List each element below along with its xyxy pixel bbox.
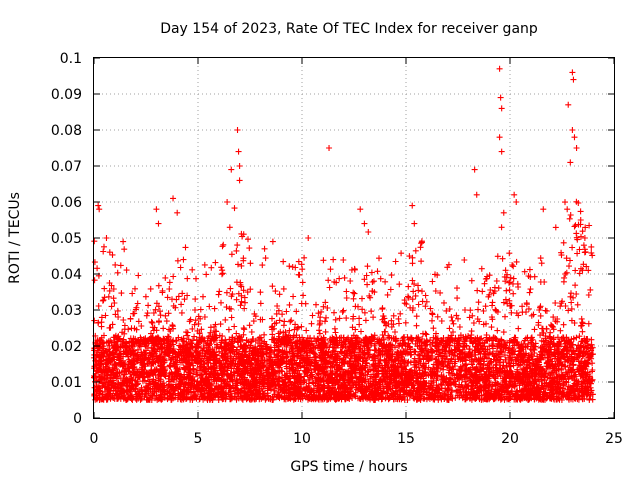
y-tick-label: 0.03 bbox=[51, 303, 82, 319]
data-point bbox=[103, 235, 110, 241]
axis-ticks bbox=[93, 57, 615, 419]
data-point bbox=[409, 202, 416, 209]
y-tick-label: 0.07 bbox=[51, 159, 82, 175]
plot-frame bbox=[93, 57, 615, 419]
x-axis-label: GPS time / hours bbox=[290, 459, 407, 475]
data-point bbox=[120, 238, 127, 245]
y-tick-label: 0.04 bbox=[51, 267, 82, 283]
data-point bbox=[565, 101, 572, 108]
data-point bbox=[498, 105, 505, 112]
data-point bbox=[236, 163, 243, 169]
data-point bbox=[497, 94, 504, 101]
x-tick-label: 0 bbox=[90, 431, 99, 447]
y-tick-label: 0.09 bbox=[51, 87, 82, 103]
data-point bbox=[577, 217, 584, 223]
data-point bbox=[224, 199, 231, 205]
data-point bbox=[153, 206, 160, 213]
data-point bbox=[573, 145, 580, 151]
data-point bbox=[95, 202, 102, 209]
data-point bbox=[357, 206, 364, 213]
data-point bbox=[411, 220, 418, 227]
data-point-band bbox=[91, 198, 596, 403]
data-point bbox=[496, 65, 503, 72]
x-tick-label: 20 bbox=[501, 431, 519, 447]
data-point bbox=[496, 134, 503, 141]
data-point bbox=[511, 191, 518, 198]
data-point bbox=[581, 235, 588, 241]
data-point bbox=[569, 69, 576, 76]
data-point bbox=[498, 148, 505, 155]
data-point bbox=[96, 206, 103, 213]
chart-title: Day 154 of 2023, Rate Of TEC Index for r… bbox=[160, 21, 538, 37]
y-tick-label: 0 bbox=[73, 411, 82, 427]
data-point bbox=[235, 148, 242, 155]
data-point bbox=[170, 195, 177, 202]
data-point bbox=[361, 220, 368, 227]
data-point bbox=[570, 76, 577, 83]
y-tick-label: 0.08 bbox=[51, 123, 82, 139]
data-point bbox=[330, 256, 337, 263]
tick-labels: 0 5 10 15 20 25 0 0.01 0.02 0.03 0.04 0.05 0.06 0.07 0… bbox=[51, 51, 623, 447]
y-axis-label: ROTI / TECUs bbox=[7, 192, 23, 284]
data-point bbox=[500, 209, 507, 216]
x-tick-label: 15 bbox=[397, 431, 415, 447]
data-point bbox=[155, 220, 162, 227]
data-point bbox=[540, 206, 547, 213]
x-tick-label: 10 bbox=[293, 431, 311, 447]
y-tick-label: 0.01 bbox=[51, 375, 82, 391]
y-tick-label: 0.02 bbox=[51, 339, 82, 355]
data-point bbox=[236, 177, 243, 184]
y-tick-label: 0.05 bbox=[51, 231, 82, 247]
data-point bbox=[234, 127, 241, 133]
data-point bbox=[569, 127, 576, 133]
data-point bbox=[473, 191, 480, 198]
data-point bbox=[513, 199, 520, 205]
x-tick-label: 5 bbox=[194, 431, 203, 447]
data-point bbox=[261, 245, 268, 252]
data-point bbox=[174, 209, 181, 216]
data-point bbox=[326, 145, 333, 151]
data-point bbox=[305, 235, 312, 241]
data-point bbox=[269, 238, 276, 245]
x-tick-label: 25 bbox=[605, 431, 623, 447]
data-point bbox=[571, 134, 578, 141]
data-points bbox=[91, 65, 596, 403]
y-tick-label: 0.06 bbox=[51, 195, 82, 211]
data-point bbox=[180, 256, 187, 263]
data-point bbox=[228, 166, 235, 173]
data-point bbox=[471, 166, 478, 173]
data-point bbox=[567, 159, 574, 166]
y-tick-label: 0.1 bbox=[60, 51, 82, 67]
